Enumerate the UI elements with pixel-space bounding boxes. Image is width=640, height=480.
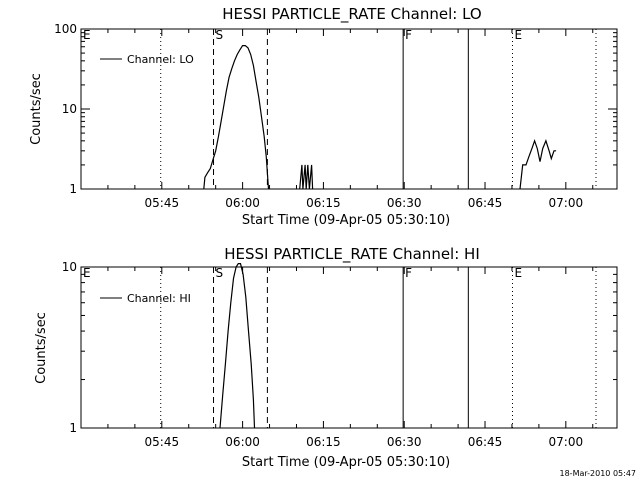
legend: Channel: LO <box>100 53 194 66</box>
x-tick-label: 06:00 <box>225 196 260 210</box>
y-tick-label: 1 <box>69 421 77 435</box>
x-tick-label: 05:45 <box>145 435 180 449</box>
x-tick-label: 07:00 <box>549 196 584 210</box>
event-marker-label: E <box>83 266 91 280</box>
y-tick-label: 10 <box>62 260 77 274</box>
y-tick-label: 100 <box>54 22 77 36</box>
event-marker-label: E <box>83 28 91 42</box>
y-axis-label: Counts/sec <box>34 312 49 384</box>
event-marker-label: S <box>216 266 224 280</box>
event-marker-label: E <box>514 28 522 42</box>
axis-ticks: 05:45 06:00 06:15 06:30 06:45 07:00 1 10 <box>62 260 617 449</box>
legend-label: Channel: HI <box>127 292 191 305</box>
axis-ticks: 05:45 06:00 06:15 06:30 06:45 07:00 1 10 100 <box>54 22 617 210</box>
series-line <box>219 263 256 429</box>
series-line <box>299 164 314 190</box>
x-tick-label: 06:45 <box>468 435 503 449</box>
series-line <box>203 44 270 190</box>
event-marker-label: F <box>405 266 412 280</box>
timestamp-label: 18-Mar-2010 05:47 <box>560 469 637 478</box>
plot-frame <box>80 266 618 429</box>
x-tick-label: 06:15 <box>306 196 341 210</box>
x-tick-label: 06:45 <box>468 196 503 210</box>
x-axis-label: Start Time (09-Apr-05 05:30:10) <box>242 213 450 228</box>
y-tick-label: 10 <box>62 102 77 116</box>
x-tick-label: 06:15 <box>306 435 341 449</box>
chart-panel-lo: HESSI PARTICLE_RATE Channel: LO 05:45 06:… <box>29 5 618 228</box>
data-series <box>203 44 557 190</box>
data-series <box>219 263 256 429</box>
legend-label: Channel: LO <box>127 53 194 66</box>
y-tick-label: 1 <box>69 182 77 196</box>
event-marker-label: F <box>405 28 412 42</box>
chart-title: HESSI PARTICLE_RATE Channel: LO <box>222 5 481 24</box>
event-marker-label: E <box>514 266 522 280</box>
event-marker-label: S <box>216 28 224 42</box>
chart-panel-hi: HESSI PARTICLE_RATE Channel: HI 05:45 06:… <box>34 245 618 470</box>
legend: Channel: HI <box>100 292 191 305</box>
x-tick-label: 05:45 <box>145 196 180 210</box>
series-line <box>519 138 557 190</box>
chart-title: HESSI PARTICLE_RATE Channel: HI <box>224 245 480 264</box>
x-tick-label: 06:30 <box>387 196 422 210</box>
x-tick-label: 06:00 <box>225 435 260 449</box>
x-tick-label: 07:00 <box>549 435 584 449</box>
y-axis-label: Counts/sec <box>29 73 44 145</box>
x-tick-label: 06:30 <box>387 435 422 449</box>
x-axis-label: Start Time (09-Apr-05 05:30:10) <box>242 455 450 470</box>
